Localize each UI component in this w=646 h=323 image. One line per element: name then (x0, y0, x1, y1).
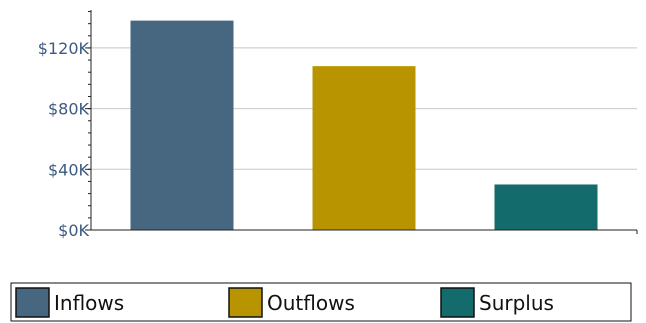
y-tick-label: $80K (48, 100, 90, 119)
bars (130, 20, 598, 230)
y-tick-label: $40K (48, 160, 90, 179)
legend-label-surplus: Surplus (479, 291, 554, 315)
legend-swatch-inflows (15, 287, 50, 318)
legend-swatch-outflows (228, 287, 263, 318)
legend-label-outflows: Outflows (267, 291, 355, 315)
y-axis-ticks: $0K $40K $80K $120K (38, 11, 91, 240)
legend-box (10, 282, 632, 322)
bar-outflows (312, 66, 416, 230)
y-tick-label: $0K (58, 221, 89, 240)
y-tick-label: $120K (38, 39, 90, 58)
bar-inflows (130, 20, 234, 230)
bar-surplus (494, 184, 598, 230)
legend-label-inflows: Inflows (54, 291, 124, 315)
legend: Inflows Outflows Surplus (10, 282, 632, 322)
legend-swatch-surplus (440, 287, 475, 318)
